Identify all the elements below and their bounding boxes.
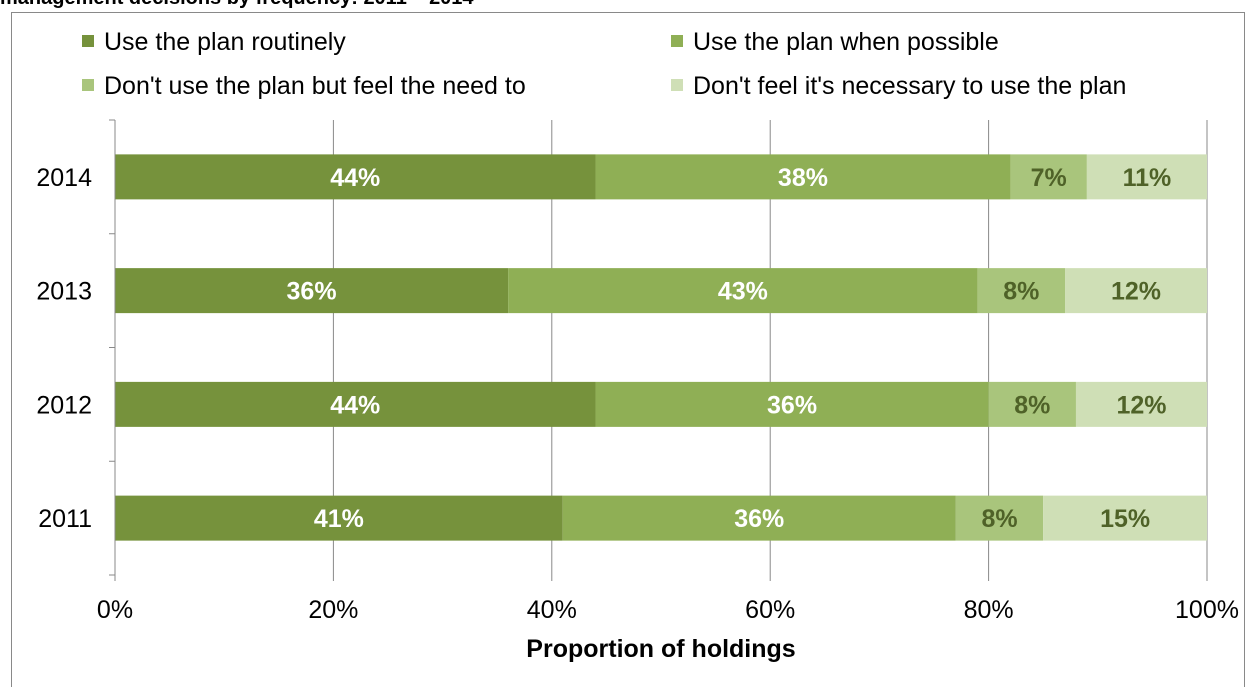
y-category-label: 2013: [36, 278, 92, 306]
bar-segment: [988, 381, 1076, 427]
bar-segment: [508, 268, 978, 314]
data-label: 38%: [778, 164, 828, 192]
x-tick-label: 60%: [745, 596, 795, 624]
data-label: 12%: [1116, 391, 1166, 419]
data-label: 8%: [981, 505, 1017, 533]
bar-segment: [562, 495, 956, 541]
legend-label: Use the plan routinely: [104, 28, 346, 56]
data-label: 8%: [1014, 391, 1050, 419]
bar-segment: [955, 495, 1044, 541]
x-axis-title: Proportion of holdings: [526, 635, 795, 663]
x-tick-label: 100%: [1175, 596, 1239, 624]
bar-segment: [1086, 154, 1207, 200]
x-tick-label: 20%: [308, 596, 358, 624]
bar-segment: [1075, 381, 1207, 427]
axes: 0% 20% 40% 60% 80% 100% 2014 2013 2012 2011: [36, 119, 1239, 624]
data-label: 44%: [330, 164, 380, 192]
chart-title: management decisions by frequency: 2011 …: [0, 0, 1246, 10]
legend: Use the plan routinely Use the plan when …: [82, 28, 1126, 100]
y-category-label: 2012: [36, 391, 92, 419]
legend-label: Don't use the plan but feel the need to: [104, 72, 526, 100]
bar-segment: [1010, 154, 1087, 200]
bar-segment: [595, 381, 989, 427]
legend-label: Don't feel it's necessary to use the pla…: [693, 72, 1126, 100]
bar-segment: [595, 154, 1011, 200]
data-label: 36%: [287, 278, 337, 306]
x-tick-label: 80%: [964, 596, 1014, 624]
bar-segment: [115, 268, 509, 314]
data-label: 36%: [734, 505, 784, 533]
chart-frame: [11, 12, 1245, 687]
data-label: 12%: [1111, 278, 1161, 306]
data-label: 36%: [767, 391, 817, 419]
legend-swatch: [82, 79, 94, 91]
bar-segment: [115, 154, 596, 200]
data-label: 44%: [330, 391, 380, 419]
data-label: 11%: [1123, 164, 1172, 192]
bars: 44% 38% 7% 11% 36% 43% 8% 12% 44% 36% 8% 12% 41% 36% 8…: [115, 154, 1207, 541]
x-tick-label: 40%: [527, 596, 577, 624]
bar-segment: [1065, 268, 1207, 314]
data-label: 41%: [314, 505, 364, 533]
bar-segment: [977, 268, 1066, 314]
bar-segment: [115, 495, 563, 541]
data-label: 15%: [1100, 505, 1150, 533]
bar-segment: [115, 381, 596, 427]
legend-swatch: [671, 79, 683, 91]
legend-swatch: [82, 35, 94, 47]
bar-segment: [1043, 495, 1207, 541]
y-category-label: 2014: [36, 164, 92, 192]
data-label: 8%: [1003, 278, 1039, 306]
legend-swatch: [671, 35, 683, 47]
data-label: 43%: [718, 278, 768, 306]
y-category-label: 2011: [38, 505, 92, 533]
data-label: 7%: [1031, 164, 1067, 192]
legend-label: Use the plan when possible: [693, 28, 999, 56]
x-tick-label: 0%: [97, 596, 133, 624]
